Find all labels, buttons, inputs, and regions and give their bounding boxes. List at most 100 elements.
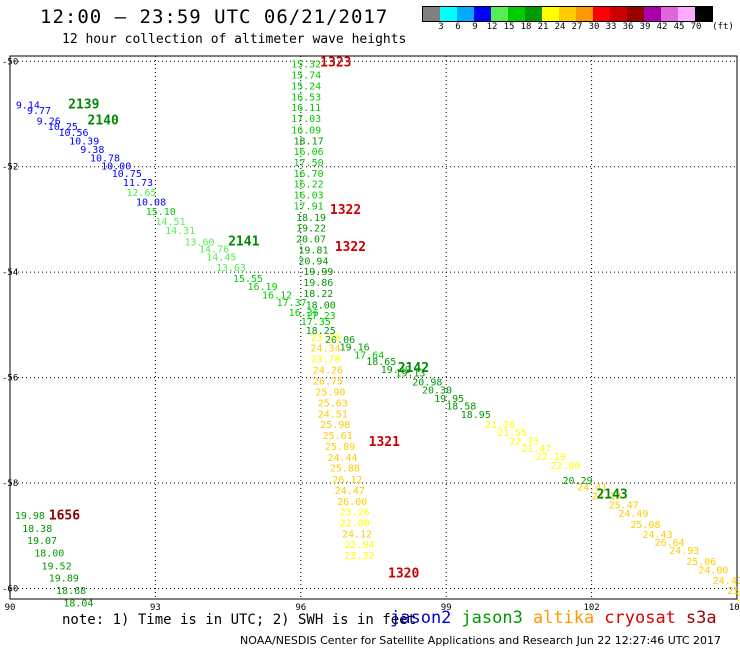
swh-value: 21.55 bbox=[497, 428, 527, 439]
x-tick-label: 90 bbox=[5, 603, 16, 613]
swh-value: 24.51 bbox=[318, 409, 348, 420]
satellite-legend: jason2 jason3 altika cryosat s3a bbox=[390, 608, 727, 628]
legend-tick-label: 6 bbox=[455, 22, 461, 32]
legend-tick-label: 9 bbox=[472, 22, 478, 32]
swh-value: 18.65 bbox=[366, 357, 396, 368]
swh-value: 17.64 bbox=[354, 350, 384, 361]
swh-value: 15.32 bbox=[291, 59, 321, 70]
legend-tick-label: 42 bbox=[656, 22, 668, 32]
legend-tick-label: 30 bbox=[588, 22, 600, 32]
pass-number: 1322 bbox=[335, 240, 366, 255]
swh-value: 24.49 bbox=[618, 509, 648, 520]
legend-tick-label: 3 bbox=[438, 22, 444, 32]
y-tick-label: -58 bbox=[2, 479, 18, 489]
swh-value: 21.26 bbox=[485, 420, 515, 431]
swh-value: 17.50 bbox=[294, 158, 324, 169]
swh-value: 23.26 bbox=[340, 507, 370, 518]
pass-number: 2143 bbox=[596, 488, 627, 503]
swh-value: 17.03 bbox=[291, 114, 321, 125]
swh-value: 9.38 bbox=[80, 145, 104, 156]
swh-value: 19.16 bbox=[340, 342, 370, 353]
swh-value: 13.60 bbox=[184, 238, 214, 249]
swh-value: 19.81 bbox=[298, 245, 328, 256]
swh-value: 12.65 bbox=[126, 188, 156, 199]
swh-value: 25.63 bbox=[318, 398, 348, 409]
legend-swatch bbox=[440, 7, 457, 21]
swh-value: 18.22 bbox=[303, 289, 333, 300]
legend-swatch bbox=[474, 7, 491, 21]
swh-value: 22.19 bbox=[536, 452, 566, 463]
legend-tick-label: 18 bbox=[520, 22, 532, 32]
swh-value: 18.00 bbox=[34, 549, 64, 560]
pass-number: 2140 bbox=[88, 113, 119, 128]
swh-value: 9.14 bbox=[16, 101, 40, 112]
pass-number: 1323 bbox=[320, 55, 351, 70]
legend-swatch bbox=[695, 7, 712, 21]
swh-value: 20.07 bbox=[296, 234, 326, 245]
map-subtitle: 12 hour collection of altimeter wave hei… bbox=[62, 32, 407, 47]
swh-value: 10.08 bbox=[136, 198, 166, 209]
swh-value: 25.88 bbox=[330, 464, 360, 475]
legend-swatch bbox=[423, 7, 440, 21]
pass-number: 1321 bbox=[369, 435, 400, 450]
swh-value: 23.78 bbox=[310, 333, 340, 344]
swh-value: 20.94 bbox=[298, 257, 328, 268]
swh-value: 20.98 bbox=[412, 377, 442, 388]
legend-tick-label: 12 bbox=[486, 22, 498, 32]
legend-swatch bbox=[627, 7, 644, 21]
swh-value: 24.43 bbox=[713, 576, 740, 587]
swh-value: 16.22 bbox=[294, 180, 324, 191]
swh-value: 25.08 bbox=[630, 520, 660, 531]
pass-number: 2142 bbox=[398, 361, 429, 376]
swh-value: 25.47 bbox=[609, 501, 639, 512]
y-tick-label: -60 bbox=[2, 584, 18, 594]
pass-number: 1320 bbox=[388, 567, 419, 582]
swh-value: 10.39 bbox=[69, 136, 99, 147]
swh-value: 23.32 bbox=[344, 551, 374, 562]
swh-value: 19.86 bbox=[303, 278, 333, 289]
swh-value: 22.94 bbox=[344, 540, 374, 551]
swh-value: 16.36 bbox=[289, 308, 319, 319]
credit-line: NOAA/NESDIS Center for Satellite Applica… bbox=[240, 634, 722, 647]
legend-tick-label: 21 bbox=[537, 22, 549, 32]
swh-value: 24.93 bbox=[669, 546, 699, 557]
legend-swatch bbox=[644, 7, 661, 21]
swh-value: 19.13 bbox=[395, 368, 425, 379]
color-scale-legend bbox=[422, 6, 713, 22]
swh-value: 26.12 bbox=[332, 475, 362, 486]
swh-value: 24.44 bbox=[327, 453, 357, 464]
swh-value: 13.63 bbox=[216, 263, 246, 274]
footnote: note: 1) Time is in UTC; 2) SWH is in fe… bbox=[62, 612, 417, 628]
swh-value: 15.24 bbox=[291, 82, 321, 93]
swh-value: 17.37 bbox=[277, 298, 307, 309]
swh-value: 15.10 bbox=[146, 207, 176, 218]
satellite-tracks: 9.149.779.2610.2510.5610.399.3810.7810.0… bbox=[15, 59, 740, 609]
legend-swatch bbox=[678, 7, 695, 21]
swh-value: 10.75 bbox=[112, 169, 142, 180]
swh-value: 16.06 bbox=[294, 147, 324, 158]
swh-value: 26.75 bbox=[313, 377, 343, 388]
swh-value: 17.91 bbox=[294, 202, 324, 213]
swh-value: 14.45 bbox=[206, 252, 236, 263]
legend-swatch bbox=[508, 7, 525, 21]
x-tick-label: 105 bbox=[729, 603, 740, 613]
legend-tick-label: 33 bbox=[605, 22, 617, 32]
satellite-name: cryosat bbox=[604, 608, 676, 628]
x-tick-label: 102 bbox=[583, 603, 599, 613]
swh-value: 16.19 bbox=[247, 282, 277, 293]
swh-value: 16.09 bbox=[291, 125, 321, 136]
swh-value: 19.95 bbox=[434, 394, 464, 405]
swh-value: 18.17 bbox=[294, 136, 324, 147]
legend-unit: (ft) bbox=[712, 22, 734, 32]
swh-value: 18.04 bbox=[63, 599, 93, 610]
swh-value: 18.19 bbox=[296, 213, 326, 224]
swh-value: 19.89 bbox=[49, 573, 79, 584]
swh-value: 10.00 bbox=[101, 162, 131, 173]
y-tick-label: -54 bbox=[2, 268, 18, 278]
legend-swatch bbox=[610, 7, 627, 21]
swh-value: 10.78 bbox=[90, 154, 120, 165]
x-tick-label: 99 bbox=[441, 603, 452, 613]
swh-value: 24.43 bbox=[642, 530, 672, 541]
